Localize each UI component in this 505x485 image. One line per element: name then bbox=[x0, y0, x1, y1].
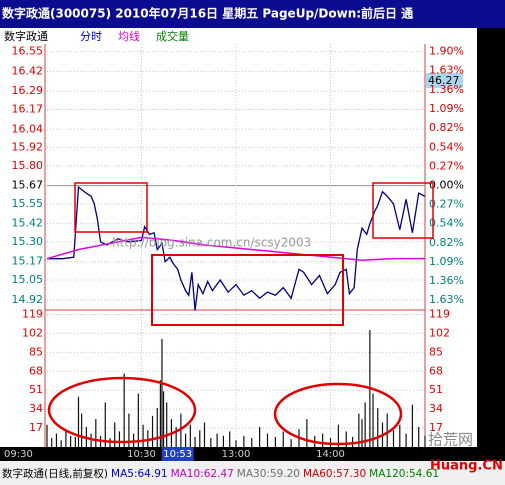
blog-watermark: http://blog.sina.com.cn/scsy2003 bbox=[112, 236, 311, 250]
time-bar bbox=[0, 447, 505, 461]
site-watermark: 拾荒网 bbox=[428, 431, 473, 449]
header-tab[interactable]: 分时 bbox=[80, 30, 102, 43]
vol-tick-label-right: 34 bbox=[429, 402, 443, 415]
y-tick-label: 14.92 bbox=[12, 293, 44, 306]
status-item: 数字政通(日线,前复权) bbox=[2, 467, 108, 480]
vol-tick-label: 102 bbox=[22, 326, 43, 339]
y2-tick-label: 0.00% bbox=[429, 178, 464, 191]
status-item: MA30:59.20 bbox=[237, 468, 300, 480]
y-tick-label: 15.30 bbox=[12, 235, 44, 248]
y-tick-label: 16.42 bbox=[12, 64, 44, 77]
x-tick-label: 10:30 bbox=[127, 449, 156, 460]
vol-tick-label-right: 102 bbox=[429, 326, 450, 339]
x-tick-label: 09:30 bbox=[4, 449, 33, 460]
status-item: MA5:64.91 bbox=[111, 468, 168, 480]
y-tick-label: 16.29 bbox=[12, 84, 44, 97]
annotation-box bbox=[74, 182, 148, 233]
header-tab[interactable]: 均线 bbox=[118, 29, 140, 43]
cursor-box bbox=[161, 447, 194, 461]
header-row bbox=[0, 28, 477, 45]
annotation-box bbox=[372, 182, 434, 239]
y-tick-label: 15.92 bbox=[12, 141, 44, 154]
price-box-text: 46.27 bbox=[428, 74, 460, 87]
status-item: MA10:62.47 bbox=[171, 468, 234, 480]
vol-tick-label-right: 17 bbox=[429, 421, 443, 434]
right-strip bbox=[477, 28, 505, 447]
y2-tick-label: 1.63% bbox=[429, 293, 464, 306]
vol-tick-label: 119 bbox=[22, 307, 43, 320]
x-tick-label: 14:00 bbox=[316, 449, 345, 460]
x-tick-label: 13:00 bbox=[222, 449, 251, 460]
vol-tick-label-right: 119 bbox=[429, 307, 450, 320]
vol-tick-label: 17 bbox=[29, 421, 43, 434]
annotation-ellipse bbox=[47, 376, 197, 444]
y-tick-label: 15.67 bbox=[12, 179, 44, 192]
annotation-ellipse bbox=[273, 382, 403, 446]
y-tick-label: 15.55 bbox=[12, 197, 44, 210]
status-item: MA60:57.30 bbox=[303, 468, 366, 480]
status-item: MA120:54.61 bbox=[369, 468, 439, 480]
y2-tick-label: 1.09% bbox=[429, 255, 464, 268]
status-bar bbox=[0, 461, 505, 485]
y2-tick-label: 0.27% bbox=[429, 159, 464, 172]
vol-tick-label: 51 bbox=[29, 383, 43, 396]
annotation-box bbox=[151, 254, 344, 326]
y2-tick-label: 0.54% bbox=[429, 216, 464, 229]
domain-watermark: Huang.CN bbox=[430, 459, 503, 474]
vol-tick-label: 85 bbox=[29, 345, 43, 358]
price-line bbox=[46, 236, 425, 261]
vol-tick-label-right: 85 bbox=[429, 345, 443, 358]
y-tick-label: 16.04 bbox=[12, 122, 44, 135]
status-text: 数字政通(日线,前复权) MA5:64.91 MA10:62.47 MA30:59.2… bbox=[2, 467, 439, 480]
y-tick-label: 15.17 bbox=[12, 255, 44, 268]
y-tick-label: 15.80 bbox=[12, 159, 44, 172]
header-tab[interactable]: 成交量 bbox=[156, 29, 189, 43]
y2-tick-label: 1.36% bbox=[429, 83, 464, 96]
y-tick-label: 16.55 bbox=[12, 45, 44, 58]
cursor-label: 10:53 bbox=[163, 449, 192, 460]
vol-tick-label: 68 bbox=[29, 364, 43, 377]
price-box bbox=[426, 73, 463, 88]
y2-tick-label: 0.54% bbox=[429, 140, 464, 153]
y2-tick-label: 1.36% bbox=[429, 274, 464, 287]
title-bar bbox=[0, 0, 505, 28]
y2-tick-label: 0.27% bbox=[429, 197, 464, 210]
y-tick-label: 16.17 bbox=[12, 102, 44, 115]
y2-tick-label: 1.90% bbox=[429, 45, 464, 58]
vol-tick-label: 34 bbox=[29, 402, 43, 415]
y2-tick-label: 1.09% bbox=[429, 102, 464, 115]
y-tick-label: 15.42 bbox=[12, 217, 44, 230]
vol-tick-label-right: 51 bbox=[429, 383, 443, 396]
vol-tick-label-right: 68 bbox=[429, 364, 443, 377]
y2-tick-label: 0.82% bbox=[429, 121, 464, 134]
y-tick-label: 15.05 bbox=[12, 273, 44, 286]
stock-name: 数字政通 bbox=[4, 29, 48, 43]
y2-tick-label: 0.82% bbox=[429, 236, 464, 249]
title-text: 数字政通(300075) 2010年07月16日 星期五 PageUp/Down… bbox=[2, 6, 413, 21]
y2-tick-label: 1.63% bbox=[429, 64, 464, 77]
